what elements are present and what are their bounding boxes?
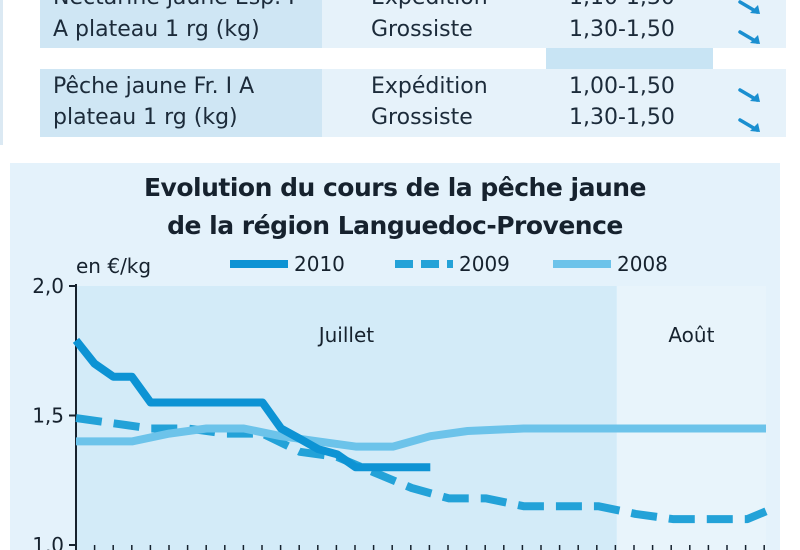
price-range: 1,00-1,50 bbox=[569, 74, 675, 99]
trend-down-arrow-icon bbox=[738, 0, 760, 14]
product-name-line1: Pêche jaune Fr. I A bbox=[53, 74, 255, 99]
product-name-line1: Nectarine jaune Esp. I bbox=[53, 0, 295, 13]
period-band-august bbox=[616, 286, 766, 550]
y-axis-unit-label: en €/kg bbox=[76, 254, 151, 278]
table-row bbox=[40, 69, 786, 137]
period-label: Août bbox=[668, 323, 714, 347]
table-row bbox=[40, 0, 786, 48]
stage-label: Grossiste bbox=[371, 105, 473, 130]
legend-label-2009: 2009 bbox=[459, 252, 510, 276]
period-label: Juillet bbox=[317, 323, 375, 347]
trend-down-arrow-icon bbox=[738, 88, 760, 102]
stage-label: Expédition bbox=[371, 74, 488, 99]
product-cell bbox=[40, 69, 322, 137]
price-range: 1,30-1,50 bbox=[569, 105, 675, 130]
product-name-line2: A plateau 1 rg (kg) bbox=[53, 17, 260, 42]
trend-down-arrow-icon bbox=[738, 118, 760, 132]
legend-label-2008: 2008 bbox=[617, 252, 668, 276]
y-tick-label: 1,5 bbox=[32, 404, 64, 428]
series-line-2008 bbox=[76, 424, 766, 451]
price-range: 1,30-1,50 bbox=[569, 17, 675, 42]
stage-label: Grossiste bbox=[371, 17, 473, 42]
y-tick-label: 1,0 bbox=[32, 533, 64, 550]
price-table: Nectarine jaune Esp. I A plateau 1 rg (k… bbox=[0, 0, 800, 145]
product-name-line2: plateau 1 rg (kg) bbox=[53, 105, 238, 130]
price-range: 1,10-1,30 bbox=[569, 0, 675, 13]
series-line-2010 bbox=[72, 337, 431, 472]
legend-label-2010: 2010 bbox=[294, 252, 345, 276]
product-cell bbox=[40, 0, 322, 48]
chart-title-line1: Evolution du cours de la pêche jaune bbox=[143, 173, 647, 202]
y-tick-label: 2,0 bbox=[32, 274, 64, 298]
trend-down-arrow-icon bbox=[738, 30, 760, 44]
stage-label: Expédition bbox=[371, 0, 488, 13]
chart-title-line2: de la région Languedoc-Provence bbox=[167, 211, 623, 240]
